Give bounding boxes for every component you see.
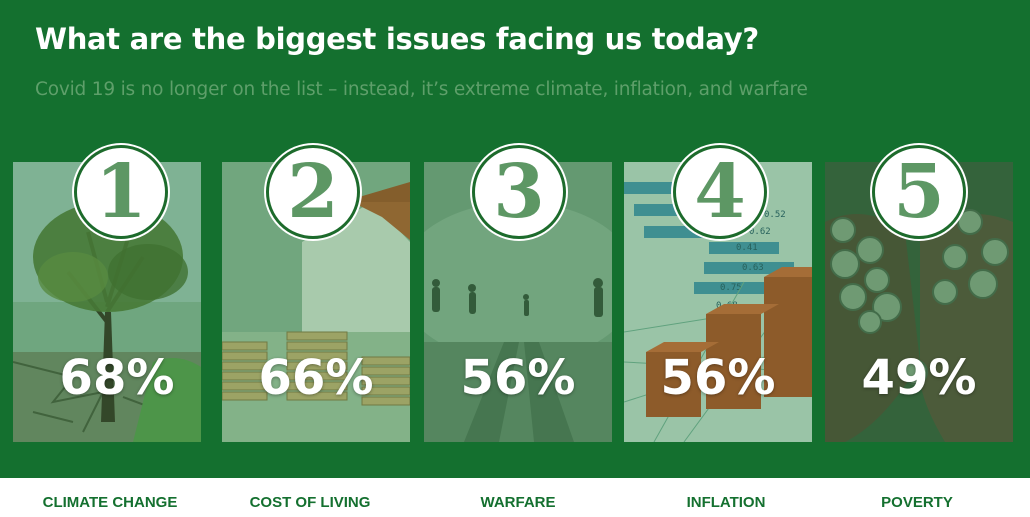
issue-label: POVERTY: [881, 494, 953, 511]
issue-card-inflation: 0.52 0.62 0.41 0.63 0.75 0.68: [624, 162, 812, 442]
issue-percentage: 56%: [460, 350, 576, 406]
issue-percentage: 66%: [258, 350, 374, 406]
issue-card-warfare: [424, 162, 612, 442]
issue-percentage: 56%: [660, 350, 776, 406]
issue-card-poverty: [825, 162, 1013, 442]
issue-percentage: 49%: [861, 350, 977, 406]
issue-label: INFLATION: [686, 494, 766, 511]
rank-badge: 4: [673, 145, 767, 239]
figure-text: 0.41: [736, 243, 758, 253]
soldiers-in-smoke-image: [424, 162, 612, 442]
issue-label: CLIMATE CHANGE: [42, 494, 178, 511]
issue-percentage: 68%: [59, 350, 175, 406]
issue-label: WARFARE: [480, 494, 556, 511]
figure-text: 0.62: [749, 227, 771, 237]
rank-badge: 1: [74, 145, 168, 239]
page-subtitle: Covid 19 is no longer on the list – inst…: [35, 79, 808, 100]
page-title: What are the biggest issues facing us to…: [35, 22, 759, 56]
rising-bar-chart-figures-image: 0.52 0.62 0.41 0.63 0.75 0.68: [624, 162, 812, 442]
figure-text: 0.63: [742, 263, 764, 273]
figure-text: 0.75: [720, 283, 742, 293]
figure-text: 0.52: [764, 210, 786, 220]
issue-label: COST OF LIVING: [249, 494, 371, 511]
rank-badge: 5: [872, 145, 966, 239]
rank-badge: 3: [472, 145, 566, 239]
rank-badge: 2: [266, 145, 360, 239]
